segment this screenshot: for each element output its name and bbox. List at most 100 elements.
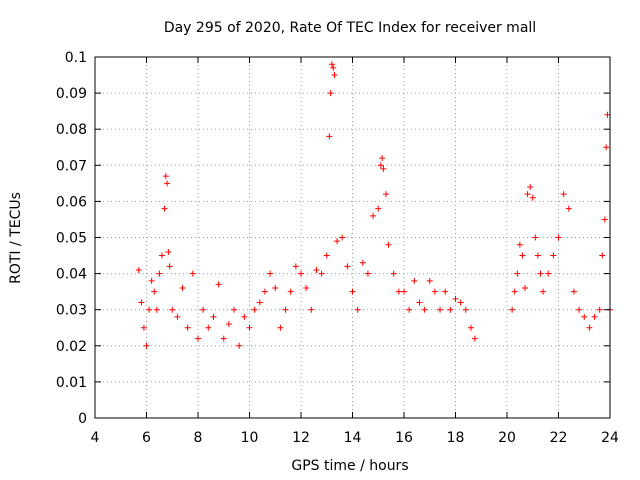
data-point — [246, 324, 253, 331]
data-point — [287, 288, 294, 295]
data-point — [550, 252, 557, 259]
data-point — [591, 313, 598, 320]
data-point — [135, 266, 142, 273]
data-point — [298, 270, 304, 277]
data-point — [231, 306, 238, 313]
data-point — [406, 306, 413, 313]
y-tick-label: 0.01 — [56, 375, 87, 391]
data-point — [390, 270, 397, 277]
data-point — [519, 252, 526, 259]
data-point — [327, 90, 334, 97]
data-point — [166, 263, 173, 270]
x-tick-label: 6 — [142, 430, 151, 446]
data-point — [267, 270, 274, 277]
axis-ticks: 4 6 8 10 12 14 16 18 20 22 24 0 0.01 0.02 0.03 0.04 0.05… — [56, 50, 619, 446]
data-point — [195, 335, 201, 342]
data-point — [452, 295, 459, 302]
x-tick-label: 12 — [292, 430, 310, 446]
y-axis-label: ROTI / TECUs — [8, 192, 24, 284]
y-tick-label: 0.08 — [56, 122, 87, 138]
chart-title: Day 295 of 2020, Rate Of TEC Index for r… — [164, 20, 536, 36]
data-point — [140, 324, 147, 331]
data-point — [467, 324, 474, 331]
data-point — [509, 306, 516, 313]
data-point — [411, 277, 418, 284]
data-point — [586, 324, 593, 331]
x-tick-label: 14 — [344, 430, 362, 446]
x-tick-label: 20 — [498, 430, 516, 446]
data-point — [162, 173, 169, 180]
y-tick-label: 0.02 — [56, 339, 87, 355]
data-point — [164, 180, 171, 187]
data-point — [370, 212, 377, 219]
data-point — [215, 281, 222, 288]
data-point — [462, 306, 469, 313]
data-point — [308, 306, 315, 313]
data-point — [277, 324, 284, 331]
data-point — [576, 306, 583, 313]
data-point — [282, 306, 289, 313]
data-point — [184, 324, 191, 331]
data-point — [442, 288, 449, 295]
data-point — [537, 270, 544, 277]
data-point — [377, 162, 384, 169]
data-point — [225, 321, 232, 328]
data-point — [382, 191, 389, 198]
x-axis-label: GPS time / hours — [291, 458, 408, 474]
data-point — [581, 313, 588, 320]
data-points — [135, 61, 613, 349]
data-point — [146, 306, 153, 313]
data-point — [158, 252, 165, 259]
data-point — [540, 288, 547, 295]
data-point — [189, 270, 196, 277]
x-tick-label: 10 — [241, 430, 259, 446]
y-tick-label: 0.04 — [56, 267, 87, 283]
x-tick-label: 22 — [550, 430, 568, 446]
data-point — [421, 306, 428, 313]
data-point — [331, 72, 338, 79]
data-point — [416, 299, 423, 306]
y-tick-label: 0.07 — [56, 158, 87, 174]
y-tick-label: 0.1 — [65, 50, 87, 66]
data-point — [153, 306, 160, 313]
data-point — [165, 248, 172, 255]
x-tick-label: 4 — [91, 430, 100, 446]
data-point — [565, 205, 572, 212]
data-point — [380, 165, 387, 172]
data-point — [385, 241, 392, 248]
data-point — [339, 234, 346, 241]
data-point — [205, 324, 212, 331]
data-point — [330, 64, 337, 71]
data-point — [516, 241, 523, 248]
data-point — [601, 216, 608, 223]
data-point — [534, 252, 541, 259]
data-point — [256, 299, 263, 306]
data-point — [379, 155, 386, 162]
data-point — [471, 335, 478, 342]
data-point — [527, 183, 534, 190]
data-point — [524, 191, 531, 198]
data-point — [138, 299, 145, 306]
data-point — [375, 205, 382, 212]
data-point — [179, 285, 186, 292]
data-point — [174, 313, 181, 320]
data-point — [560, 191, 567, 198]
y-tick-label: 0.06 — [56, 194, 87, 210]
x-tick-label: 24 — [601, 430, 619, 446]
data-point — [545, 270, 552, 277]
data-point — [241, 313, 248, 320]
y-tick-label: 0.05 — [56, 231, 87, 247]
data-point — [210, 313, 217, 320]
data-point — [570, 288, 577, 295]
data-point — [261, 288, 268, 295]
data-point — [599, 252, 606, 259]
data-point — [334, 238, 341, 245]
data-point — [344, 263, 351, 270]
data-point — [437, 306, 444, 313]
data-point — [169, 306, 176, 313]
data-point — [328, 61, 335, 68]
data-point — [604, 111, 611, 118]
data-point — [236, 342, 243, 349]
data-point — [292, 263, 299, 270]
